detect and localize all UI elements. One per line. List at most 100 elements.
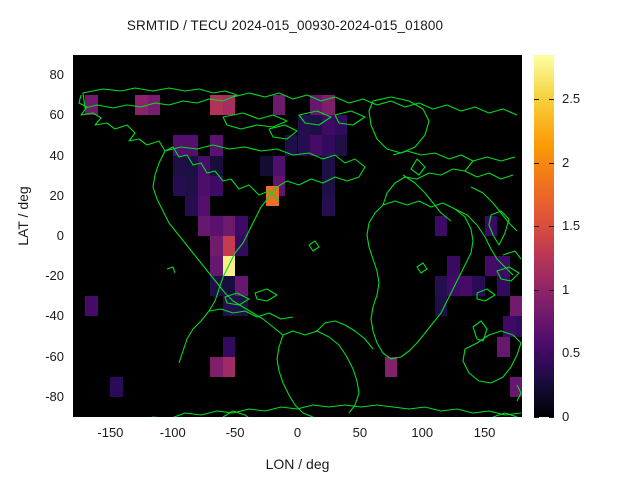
colorbar-tick-mark <box>549 289 554 291</box>
map-axes[interactable] <box>73 55 522 417</box>
x-tick-label: 50 <box>352 425 368 440</box>
heatmap-cell <box>147 95 161 116</box>
heatmap-cell <box>459 276 473 297</box>
colorbar-tick-mark <box>534 99 539 101</box>
heatmap-cell <box>85 296 98 317</box>
heatmap-cell <box>235 215 248 236</box>
colorbar-tick-mark <box>549 353 554 355</box>
heatmap-cell <box>197 195 211 216</box>
y-tick-label: -40 <box>45 308 64 324</box>
x-tick-label: 150 <box>473 425 496 440</box>
colorbar-tick-mark <box>549 226 554 228</box>
heatmap-cell <box>197 215 211 236</box>
colorbar-tick-label: 2.5 <box>562 91 581 107</box>
heatmap-cell <box>222 336 236 357</box>
y-tick-label: 0 <box>56 228 64 243</box>
heatmap-cell <box>260 155 273 176</box>
heatmap-cell <box>210 256 223 277</box>
heatmap-cell <box>210 236 223 257</box>
heatmap-cell <box>484 256 498 277</box>
heatmap-cell <box>515 316 522 337</box>
colorbar-tick-mark <box>534 289 539 291</box>
heatmap-cell <box>285 135 298 156</box>
heatmap-cell <box>434 276 448 297</box>
heatmap-cell <box>309 115 323 136</box>
x-tick-label: -100 <box>159 425 186 440</box>
heatmap-cell <box>210 215 223 236</box>
heatmap-cell <box>447 256 460 277</box>
heatmap-cell <box>322 175 335 196</box>
heatmap-cell <box>509 296 522 317</box>
colorbar-tick-mark <box>549 417 554 418</box>
plot-title: SRMTID / TECU 2024-015_00930-2024-015_01… <box>126 18 444 33</box>
heatmap-cell <box>185 175 198 196</box>
heatmap-cell <box>272 155 286 176</box>
colorbar-tick-mark <box>549 162 554 164</box>
colorbar-tick-label: 2 <box>562 154 570 170</box>
heatmap-cell <box>210 175 223 196</box>
heatmap-cell <box>110 376 123 397</box>
heatmap-cell <box>322 195 335 216</box>
y-tick-label: -60 <box>45 348 64 364</box>
heatmap-cell <box>222 296 236 317</box>
heatmap-cell <box>384 356 398 377</box>
heatmap-cell <box>322 155 335 176</box>
heatmap-cell <box>434 215 448 236</box>
heatmap-cell <box>497 256 510 277</box>
coastline-overlay <box>78 87 522 417</box>
colorbar-tick-mark <box>549 99 554 101</box>
heatmap-cell <box>497 276 510 297</box>
heatmap-cell <box>272 95 286 116</box>
y-tick-label: 40 <box>49 147 64 163</box>
heatmap-cell <box>185 135 198 156</box>
heatmap-cell <box>222 215 236 236</box>
x-tick-label: 0 <box>293 425 302 440</box>
heatmap-cell <box>509 376 522 397</box>
heatmap-cell <box>172 175 186 196</box>
y-tick-label: 20 <box>49 187 64 203</box>
y-tick-label: 80 <box>49 67 64 83</box>
colorbar-tick-label: 1 <box>562 281 570 297</box>
heatmap-cell <box>210 155 223 176</box>
colorbar <box>534 55 554 417</box>
colorbar-tick-label: 0 <box>562 409 570 424</box>
x-tick-label: -150 <box>97 425 124 440</box>
heatmap-cell <box>210 276 223 297</box>
heatmap-cell <box>434 296 448 317</box>
heatmap-cell <box>185 155 198 176</box>
x-tick-label: -50 <box>225 425 245 440</box>
colorbar-tick-mark <box>534 162 539 164</box>
heatmap-cell <box>172 135 186 156</box>
colorbar-tick-label: 1.5 <box>562 218 581 234</box>
y-axis-label: LAT / deg <box>15 186 31 246</box>
heatmap-cell <box>322 135 335 156</box>
x-tick-label: 100 <box>411 425 434 440</box>
heatmap-cell <box>135 95 148 116</box>
heatmap-cell <box>85 95 98 116</box>
heatmap-cell <box>222 236 236 257</box>
colorbar-tick-mark <box>534 226 539 228</box>
heatmap-cell <box>497 336 510 357</box>
heatmap-cell <box>503 316 516 337</box>
heatmap-cell <box>210 356 223 377</box>
colorbar-tick-mark <box>534 417 539 418</box>
heatmap-cell <box>222 356 236 377</box>
colorbar-tick-label: 0.5 <box>562 345 581 361</box>
heatmap-cell <box>309 135 323 156</box>
heatmap-cell <box>197 155 211 176</box>
heatmap-cell <box>235 276 248 297</box>
y-tick-label: -80 <box>45 388 64 404</box>
heatmap-cell <box>484 215 498 236</box>
colorbar-tick-mark <box>534 353 539 355</box>
heatmap-cell <box>172 155 186 176</box>
heatmap-cell <box>297 135 310 156</box>
y-tick-label: 60 <box>49 107 64 123</box>
heatmap-cell <box>297 115 310 136</box>
heatmap-cell <box>185 195 198 216</box>
y-tick-label: -20 <box>45 268 64 284</box>
heatmap-cell <box>334 135 348 156</box>
heatmap-cell <box>222 276 236 297</box>
heatmap-cell <box>197 175 211 196</box>
x-axis-label: LON / deg <box>265 456 330 472</box>
